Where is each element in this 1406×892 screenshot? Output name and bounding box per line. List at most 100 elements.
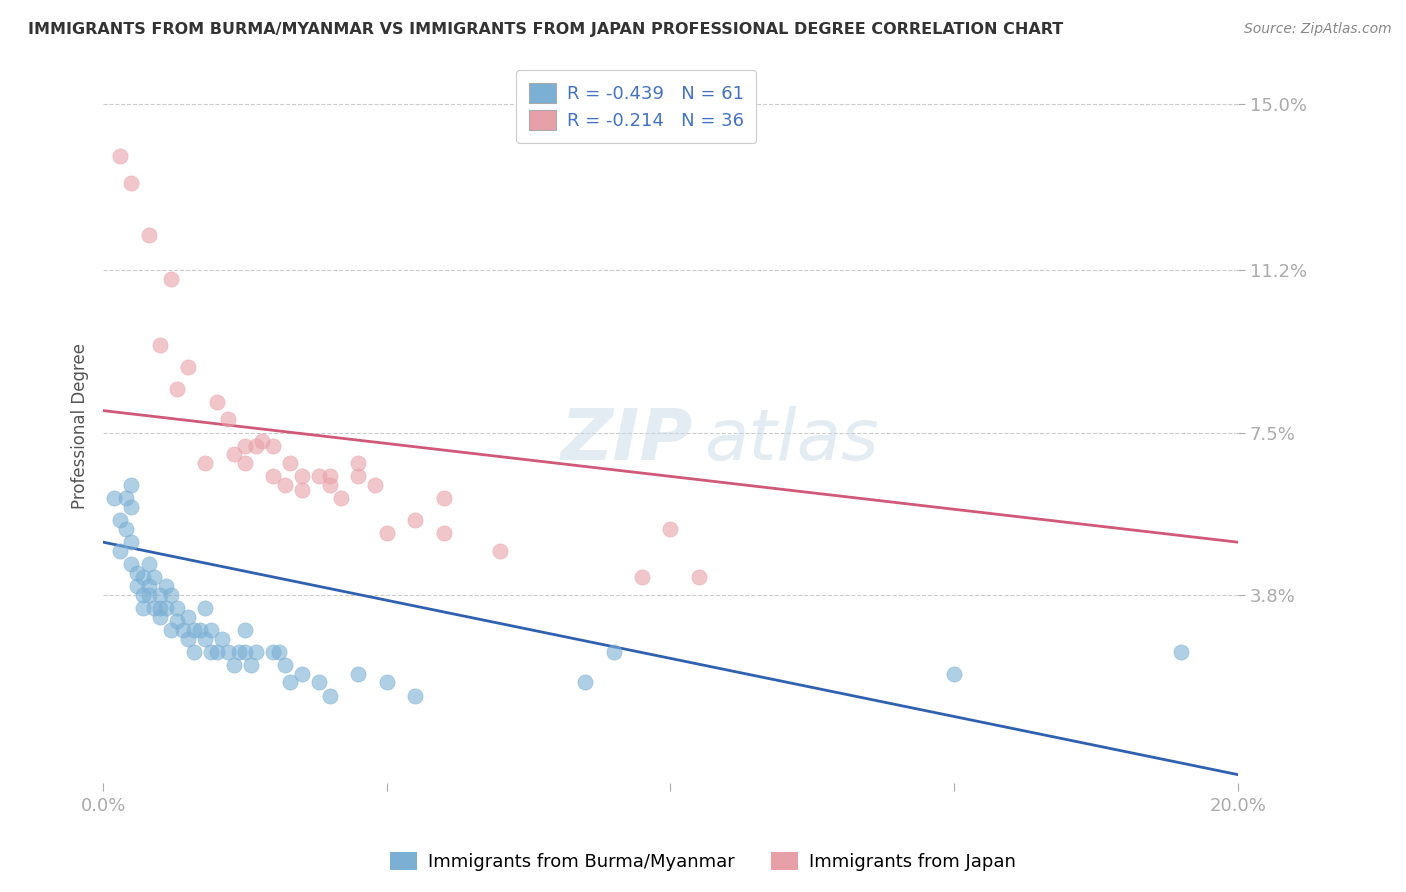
Point (375, 675, 398, 690)
Point (233, 456, 256, 470)
Point (404, 513, 426, 527)
Point (200, 645, 222, 659)
Point (278, 675, 301, 690)
Point (631, 570, 654, 584)
Point (291, 483, 314, 497)
Point (347, 469, 370, 483)
Point (132, 570, 155, 584)
Point (262, 645, 284, 659)
Point (205, 394, 228, 409)
Point (194, 456, 217, 470)
Point (160, 272, 183, 286)
Point (121, 478, 143, 492)
Point (132, 588, 155, 602)
Point (138, 579, 160, 593)
Point (160, 623, 183, 637)
Text: atlas: atlas (704, 406, 879, 475)
Point (143, 570, 166, 584)
Point (239, 657, 262, 672)
Point (250, 434, 273, 449)
Point (143, 601, 166, 615)
Point (166, 601, 188, 615)
Point (217, 412, 239, 426)
Point (149, 609, 172, 624)
Point (138, 557, 160, 571)
Point (273, 478, 295, 492)
Point (121, 557, 143, 571)
Point (233, 645, 256, 659)
Point (103, 491, 125, 506)
Point (308, 675, 330, 690)
Point (222, 447, 245, 461)
Point (1170, 645, 1192, 659)
Point (183, 645, 205, 659)
Point (330, 491, 353, 506)
Point (217, 645, 239, 659)
Point (155, 601, 177, 615)
Point (943, 666, 966, 681)
Point (114, 491, 136, 506)
Point (291, 666, 314, 681)
Point (319, 689, 342, 703)
Point (194, 601, 217, 615)
Point (262, 469, 284, 483)
Point (177, 609, 200, 624)
Point (205, 645, 228, 659)
Point (121, 500, 143, 514)
Point (108, 149, 131, 163)
Point (211, 632, 233, 646)
Point (121, 176, 143, 190)
Point (245, 645, 267, 659)
Text: IMMIGRANTS FROM BURMA/MYANMAR VS IMMIGRANTS FROM JAPAN PROFESSIONAL DEGREE CORRE: IMMIGRANTS FROM BURMA/MYANMAR VS IMMIGRA… (28, 22, 1063, 37)
Point (489, 544, 512, 558)
Point (194, 632, 217, 646)
Point (347, 666, 370, 681)
Point (160, 588, 183, 602)
Point (149, 601, 172, 615)
Point (127, 579, 149, 593)
Point (688, 570, 710, 584)
Point (114, 522, 136, 536)
Point (172, 623, 194, 637)
Point (432, 491, 454, 506)
Point (108, 513, 131, 527)
Text: ZIP: ZIP (561, 406, 693, 475)
Point (138, 588, 160, 602)
Y-axis label: Professional Degree: Professional Degree (72, 343, 89, 509)
Point (602, 645, 624, 659)
Point (177, 632, 200, 646)
Point (149, 588, 172, 602)
Point (245, 439, 267, 453)
Point (659, 522, 682, 536)
Point (200, 623, 222, 637)
Legend: R = -0.439   N = 61, R = -0.214   N = 36: R = -0.439 N = 61, R = -0.214 N = 36 (516, 70, 756, 143)
Point (375, 526, 398, 541)
Point (177, 359, 200, 374)
Point (278, 456, 301, 470)
Point (155, 579, 177, 593)
Point (364, 478, 387, 492)
Point (121, 535, 143, 549)
Point (262, 439, 284, 453)
Point (308, 469, 330, 483)
Point (188, 623, 211, 637)
Point (166, 614, 188, 628)
Point (319, 478, 342, 492)
Point (233, 623, 256, 637)
Point (404, 689, 426, 703)
Point (233, 439, 256, 453)
Point (108, 544, 131, 558)
Point (166, 382, 188, 396)
Point (138, 228, 160, 243)
Point (574, 675, 596, 690)
Point (432, 526, 454, 541)
Point (222, 657, 245, 672)
Point (347, 456, 370, 470)
Legend: Immigrants from Burma/Myanmar, Immigrants from Japan: Immigrants from Burma/Myanmar, Immigrant… (382, 845, 1024, 879)
Point (132, 601, 155, 615)
Point (291, 469, 314, 483)
Point (127, 566, 149, 580)
Point (183, 623, 205, 637)
Point (149, 338, 172, 352)
Point (267, 645, 290, 659)
